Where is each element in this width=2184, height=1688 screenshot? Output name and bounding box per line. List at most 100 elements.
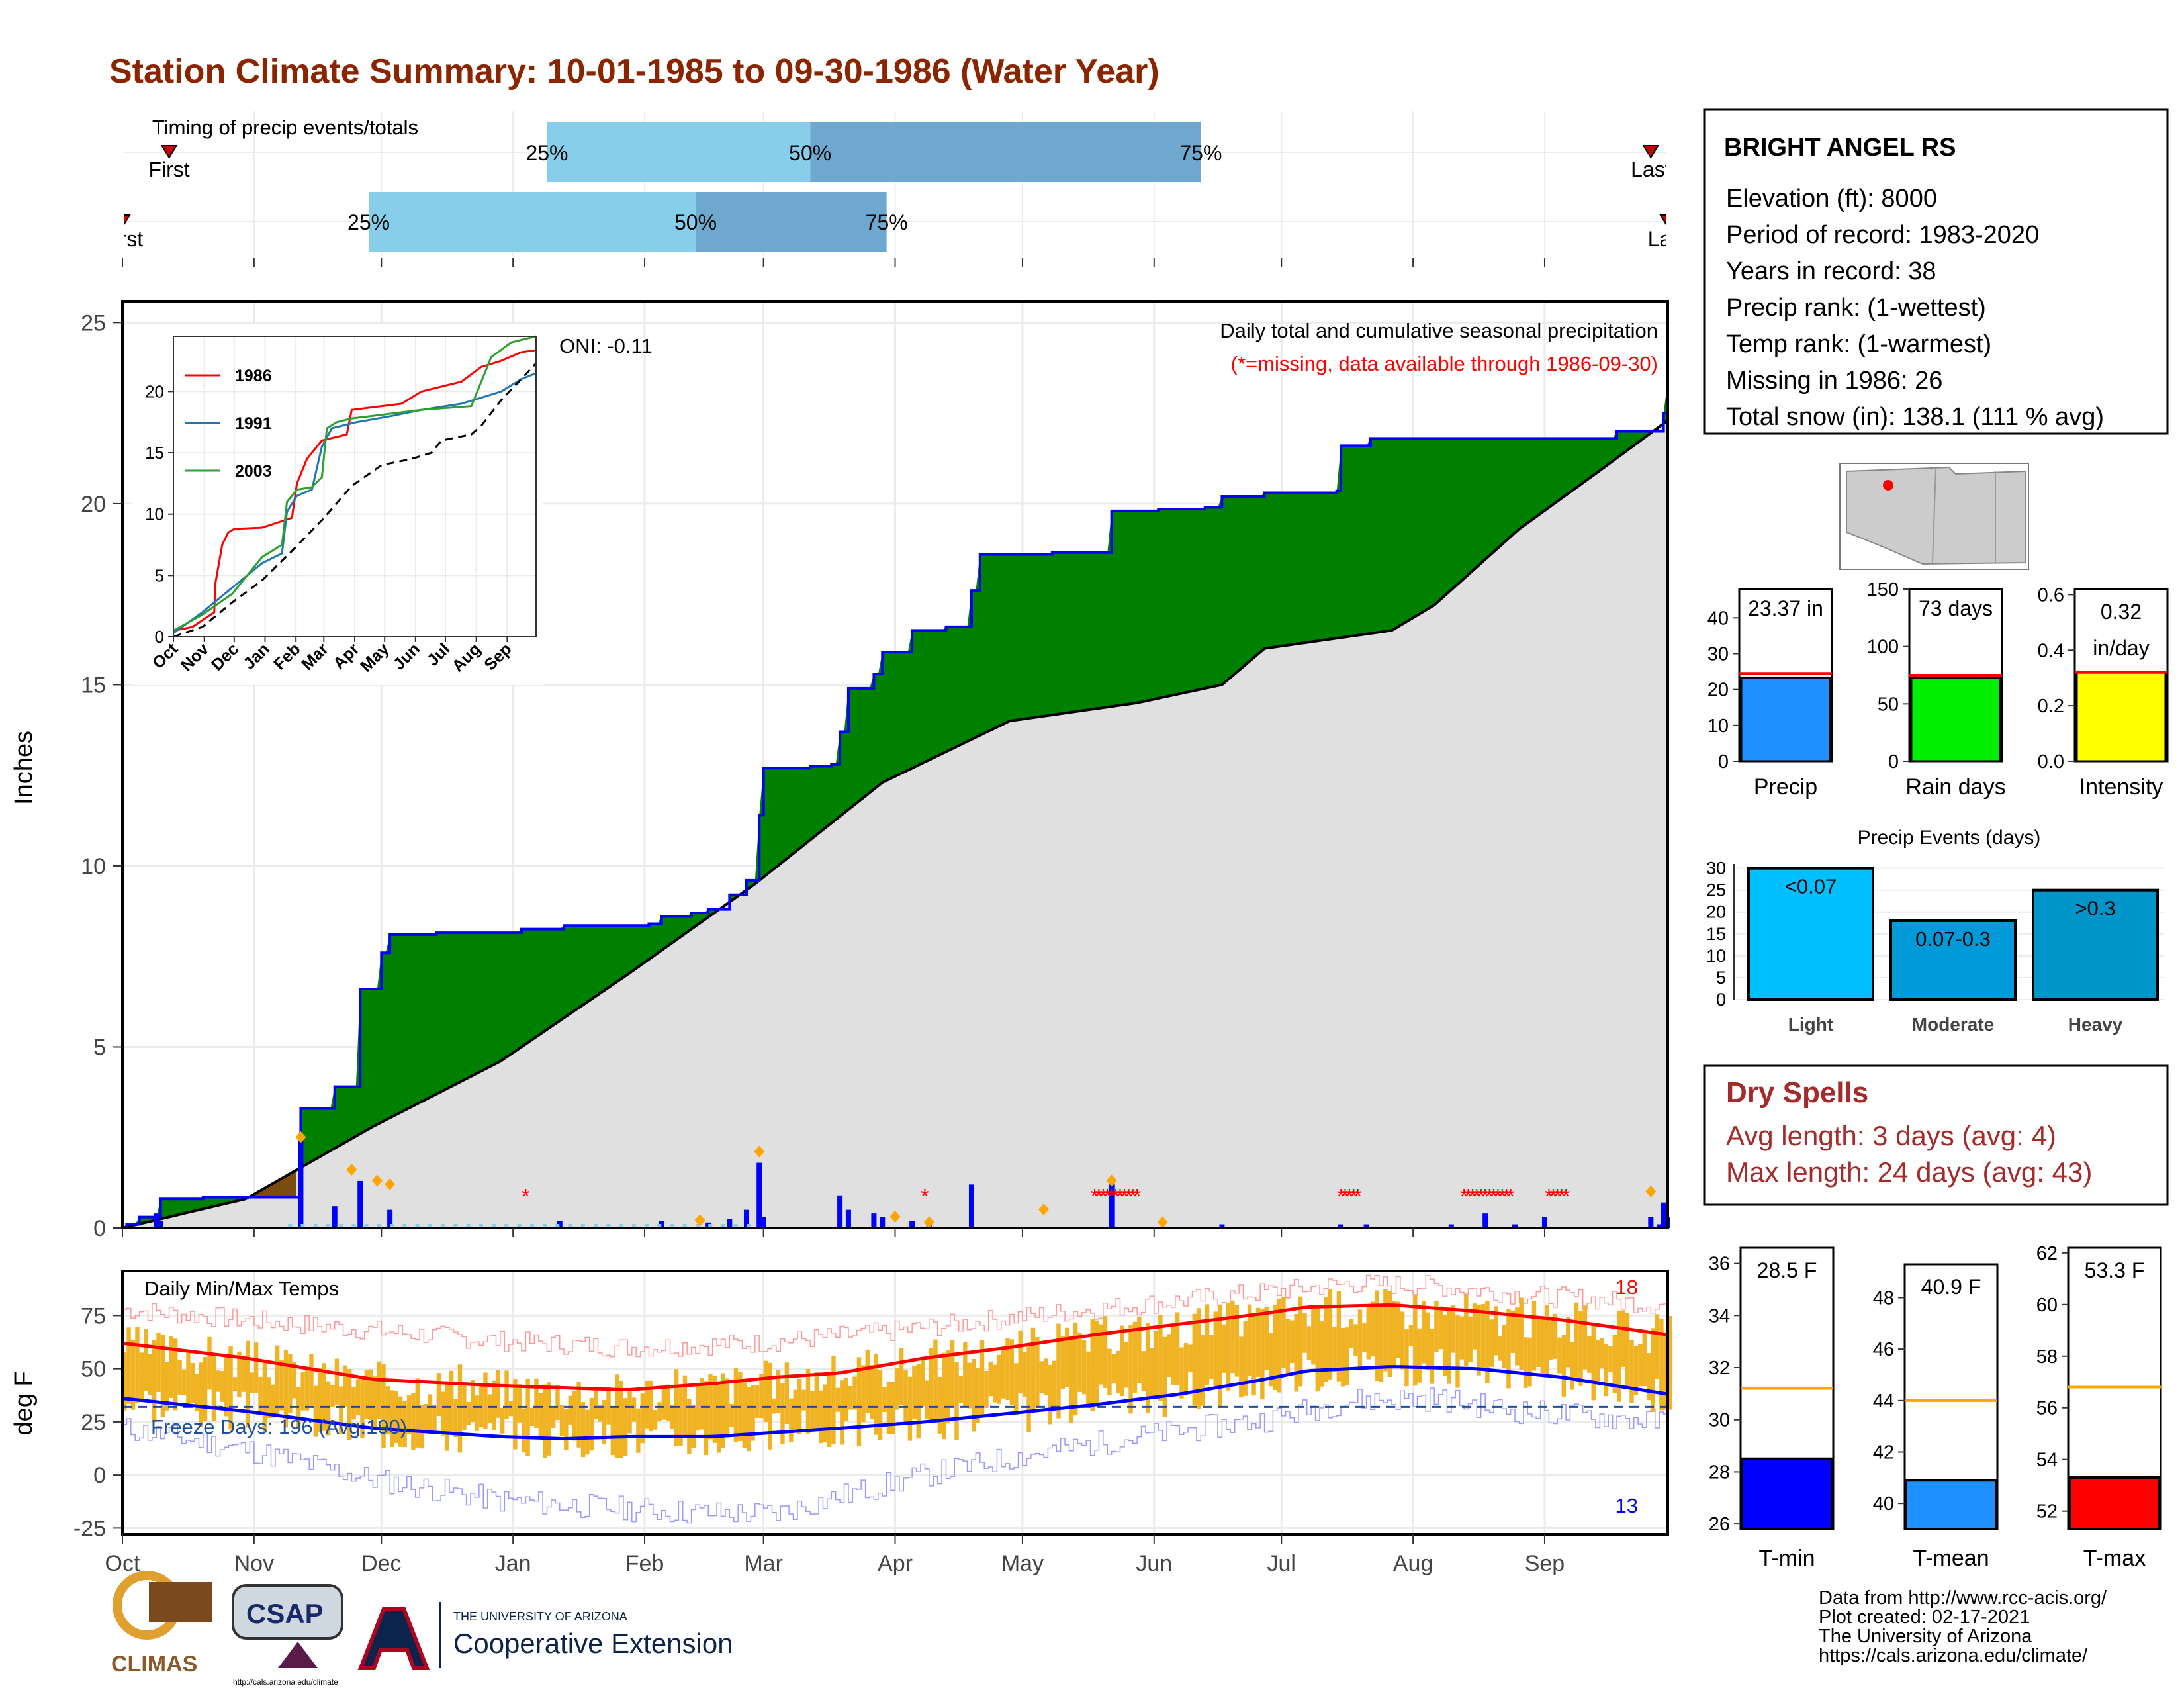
temp-daily-range-bar xyxy=(1234,1305,1240,1377)
precip-snow-mark xyxy=(351,1224,356,1228)
temp-daily-range-bar xyxy=(207,1336,212,1390)
temp-daily-range-bar xyxy=(436,1373,441,1417)
summary-bar-value: 73 days xyxy=(1919,596,1993,620)
temp-daily-range-bar xyxy=(1188,1344,1193,1372)
precip-missing-marker: * xyxy=(1494,1184,1502,1208)
temp-daily-range-bar xyxy=(1273,1304,1277,1391)
precip-missing-marker: * xyxy=(1341,1184,1349,1208)
temp-daily-range-bar xyxy=(670,1405,674,1429)
temp-daily-range-bar xyxy=(1128,1325,1133,1414)
temp-daily-range-bar xyxy=(411,1393,416,1451)
summary-bar xyxy=(1910,676,2001,763)
temp-daily-range-bar xyxy=(402,1400,407,1448)
precip-snow-mark xyxy=(504,1224,509,1228)
temp-daily-range-bar xyxy=(1018,1330,1023,1393)
temp-daily-range-bar xyxy=(725,1378,730,1438)
precip-missing-marker: * xyxy=(1469,1184,1477,1208)
temp-daily-range-bar xyxy=(1604,1343,1609,1397)
temp-daily-range-bar xyxy=(636,1408,641,1453)
precip-daily-bar xyxy=(909,1221,915,1228)
temp-bar-tick-label: 36 xyxy=(1709,1254,1730,1275)
temp-daily-range-bar xyxy=(160,1334,165,1417)
temp-daily-range-bar xyxy=(364,1370,369,1420)
temp-x-tick-label: Sep xyxy=(1525,1551,1565,1576)
temp-daily-range-bar xyxy=(1298,1296,1303,1387)
precip-missing-marker: * xyxy=(921,1184,929,1208)
temp-daily-range-bar xyxy=(309,1354,314,1406)
temp-daily-range-bar xyxy=(564,1409,569,1450)
temp-daily-range-bar xyxy=(186,1352,191,1405)
temp-daily-range-bar xyxy=(1400,1311,1405,1370)
precip-snow-mark xyxy=(594,1224,598,1228)
precip-extreme-marker xyxy=(371,1174,383,1187)
temp-daily-range-bar xyxy=(377,1361,382,1419)
temp-daily-range-bar xyxy=(645,1380,649,1429)
temp-daily-range-bar xyxy=(712,1376,717,1443)
timing-row-label: Avg xyxy=(69,141,106,165)
temp-daily-range-bar xyxy=(576,1382,581,1448)
location-map xyxy=(1839,463,2029,570)
precip-missing-marker: * xyxy=(1129,1184,1137,1208)
temp-x-tick-label: Feb xyxy=(625,1551,664,1576)
temp-y-tick-label: 25 xyxy=(81,1410,106,1435)
precip-missing-marker: * xyxy=(1481,1184,1489,1208)
temp-daily-range-bar xyxy=(1226,1303,1231,1391)
temp-daily-range-bar xyxy=(912,1366,917,1419)
temp-bar-label: T-max xyxy=(2083,1546,2146,1571)
temp-daily-range-bar xyxy=(1459,1316,1465,1360)
precip-snow-mark xyxy=(478,1224,483,1228)
timing-marker-label: Last xyxy=(1648,227,1688,251)
temp-y-tick-label: 75 xyxy=(81,1303,106,1329)
temp-x-tick-label: Jan xyxy=(495,1551,531,1576)
temp-daily-range-bar xyxy=(721,1373,725,1448)
precip-snow-mark xyxy=(631,1224,636,1228)
precip-y-tick-label: 20 xyxy=(81,492,106,517)
temp-daily-range-bar xyxy=(1519,1297,1524,1370)
timing-marker-label: First xyxy=(102,227,143,251)
temp-daily-range-bar xyxy=(283,1350,289,1428)
precip-missing-marker: * xyxy=(1353,1184,1361,1208)
temp-daily-range-bar xyxy=(173,1338,178,1411)
temp-daily-range-bar xyxy=(211,1354,216,1421)
temp-bar-tick-label: 42 xyxy=(1873,1442,1894,1463)
temp-daily-range-bar xyxy=(1523,1337,1528,1388)
temp-daily-range-bar xyxy=(661,1386,666,1420)
temp-y-tick-label: 50 xyxy=(81,1357,106,1382)
temp-daily-range-bar xyxy=(631,1397,637,1422)
temp-daily-range-bar xyxy=(733,1368,739,1442)
temp-daily-range-bar xyxy=(1582,1305,1588,1370)
temp-daily-range-bar xyxy=(640,1393,645,1444)
precip-y-tick-label: 0 xyxy=(93,1216,106,1241)
temp-daily-range-bar xyxy=(1192,1313,1197,1406)
precip-above-average-area xyxy=(122,381,1668,1228)
precip-y-axis-label: Inches xyxy=(10,731,38,805)
dry-spells-box: Dry Spells Avg length: 3 days (avg: 4) M… xyxy=(1703,1064,2169,1206)
temp-record-max-line xyxy=(122,1274,1668,1358)
temp-panel: -25 0 25 50 75 Daily Min/Max Temps Freeze Days… xyxy=(73,1270,1672,1576)
precip-missing-marker: * xyxy=(1549,1184,1557,1208)
temp-daily-range-bar xyxy=(704,1381,709,1456)
temp-daily-range-bar xyxy=(1633,1345,1639,1395)
precip-snow-mark xyxy=(415,1224,420,1228)
temp-daily-range-bar xyxy=(589,1397,594,1451)
precip-snow-mark xyxy=(733,1224,738,1228)
temp-daily-range-bar xyxy=(1269,1333,1273,1387)
temp-daily-range-bar xyxy=(144,1329,148,1391)
footer-line: Plot created: 02-17-2021 xyxy=(1819,1607,2030,1628)
precip-daily-bar xyxy=(557,1221,563,1228)
temp-y-axis-label: deg F xyxy=(10,1371,38,1435)
temp-daily-range-bar xyxy=(848,1385,853,1410)
dry-spells-max: Max length: 24 days (avg: 43) xyxy=(1726,1156,2092,1188)
temp-daily-range-bar xyxy=(1081,1340,1087,1395)
temp-daily-range-bar xyxy=(199,1362,203,1427)
summary-bar-tick-label: 0.0 xyxy=(2038,751,2064,773)
temp-daily-range-bar xyxy=(1158,1315,1163,1401)
precip-snow-mark xyxy=(300,1224,305,1228)
dry-spells-avg: Avg length: 3 days (avg: 4) xyxy=(1726,1120,2056,1151)
temp-daily-range-bar xyxy=(1574,1302,1579,1378)
temp-daily-range-bar xyxy=(232,1377,238,1391)
timing-bar-25-50 xyxy=(369,192,696,252)
summary-bar-label: Precip xyxy=(1754,774,1817,800)
